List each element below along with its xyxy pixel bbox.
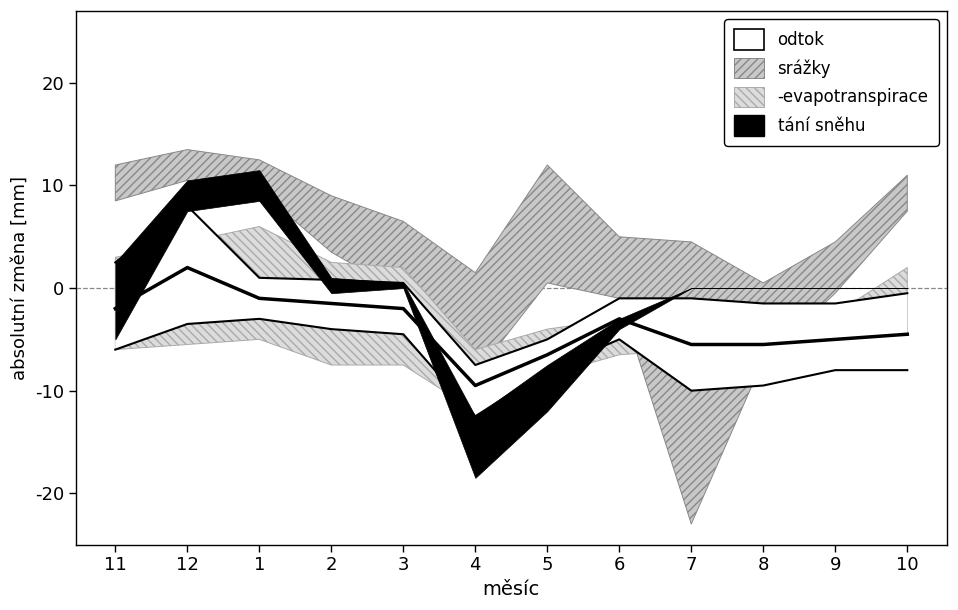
X-axis label: měsíc: měsíc xyxy=(483,580,540,599)
Legend: odtok, srážky, -evapotranspirace, tání sněhu: odtok, srážky, -evapotranspirace, tání s… xyxy=(724,20,939,146)
Y-axis label: absolutní změna [mm]: absolutní změna [mm] xyxy=(11,176,29,380)
